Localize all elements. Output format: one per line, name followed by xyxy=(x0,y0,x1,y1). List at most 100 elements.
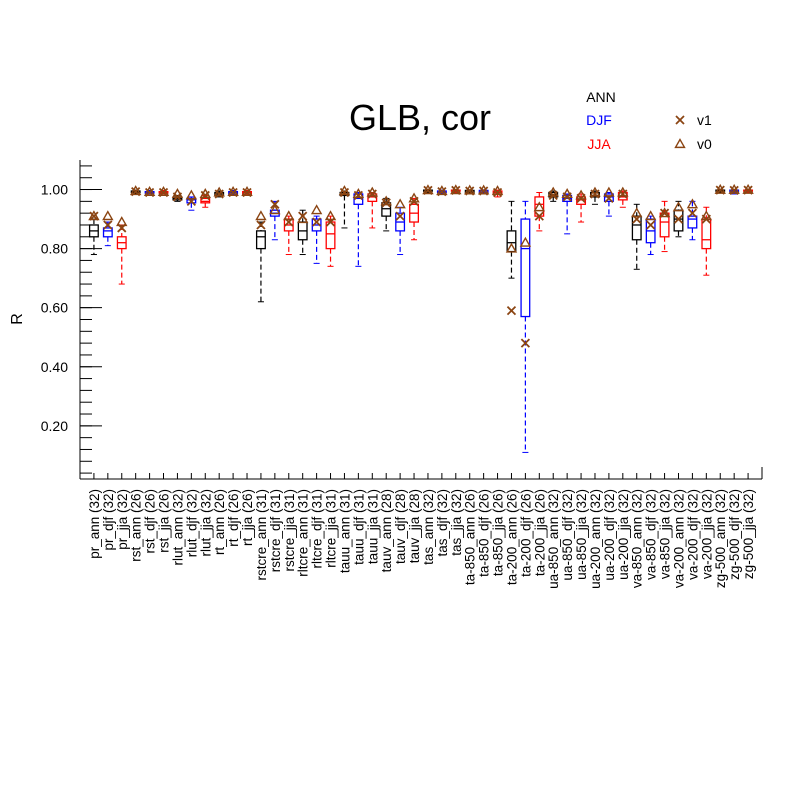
x-tick-label: ua-850_ann (32) xyxy=(546,489,561,589)
x-tick-label: ta-200_ann (26) xyxy=(504,489,519,585)
legend-v0-triangle xyxy=(674,138,686,149)
box-47 xyxy=(742,183,754,195)
box-v1-cross-marker-stroke-b xyxy=(590,189,600,199)
box-v1-cross-marker xyxy=(590,189,600,199)
box-v1-cross-marker-stroke-b xyxy=(534,211,544,221)
x-tick-label: va-850_ann (32) xyxy=(630,489,645,588)
box-v0-triangle-marker xyxy=(644,210,657,221)
box-v0-triangle-marker xyxy=(116,216,128,227)
x-tick-label: rt_ann (26) xyxy=(212,489,227,555)
box-v1-cross-marker-stroke-b xyxy=(478,186,489,196)
box-v1-cross-marker-stroke-b xyxy=(284,217,294,227)
x-tick-label: zg-500_ann (32) xyxy=(713,489,728,588)
x-tick-label: pr_ann (32) xyxy=(87,489,102,559)
box-4 xyxy=(143,185,156,198)
box-v1-cross-marker-stroke-b xyxy=(311,217,322,227)
box-v0-triangle-marker xyxy=(102,210,114,221)
box-9 xyxy=(213,186,225,199)
box-v1-cross-marker-stroke-b xyxy=(618,189,628,199)
box-2 xyxy=(116,216,128,285)
box-37 xyxy=(603,186,615,217)
box-19 xyxy=(352,188,365,267)
box-v1-cross-marker xyxy=(520,338,531,348)
box-v1-cross-marker xyxy=(492,187,503,198)
box-v1-cross-marker xyxy=(437,186,447,197)
box-v1-cross-marker xyxy=(409,196,419,206)
box-v1-cross-marker-stroke-b xyxy=(632,214,642,224)
x-tick-label: rt_jja (26) xyxy=(240,489,255,546)
x-tick-label: ta-200_djf (26) xyxy=(518,489,533,577)
box-v1-cross-marker-stroke-b xyxy=(520,338,531,348)
box-v0-triangle-marker xyxy=(450,184,462,195)
box-v1-cross-marker-stroke-b xyxy=(242,187,252,198)
x-tick-label: ta-850_jja (26) xyxy=(491,489,506,576)
box-10 xyxy=(227,185,239,198)
box-45 xyxy=(714,183,726,195)
box-v0-triangle-marker xyxy=(714,183,726,194)
box-33 xyxy=(547,186,559,202)
box-v0-triangle-marker xyxy=(394,198,406,209)
box-v1-cross-marker xyxy=(618,189,628,199)
box-v1-cross-marker-stroke-b xyxy=(117,223,127,233)
y-tick-label: 0.40 xyxy=(41,359,68,375)
x-tick-label: zg-500_jja (32) xyxy=(741,489,756,579)
box-v1-cross-marker xyxy=(548,190,558,201)
box-v1-cross-marker-stroke-b xyxy=(715,185,725,195)
box-v1-cross-marker xyxy=(103,220,113,230)
y-tick-label: 0.20 xyxy=(41,418,68,434)
box-iqr xyxy=(673,209,684,232)
x-tick-label: rltcre_jja (31) xyxy=(324,489,339,568)
box-v1-cross-marker xyxy=(701,214,711,224)
box-v1-cross-marker-stroke-b xyxy=(562,192,572,202)
legend-v1-label: v1 xyxy=(697,112,712,128)
x-tick-label: pr_djf (32) xyxy=(101,489,116,551)
y-tick-label: 0.80 xyxy=(41,241,68,257)
box-17 xyxy=(324,210,337,267)
box-v1-cross-marker-stroke-b xyxy=(409,196,419,206)
box-v1-cross-marker-stroke-b xyxy=(743,185,753,195)
x-tick-label: tauv_ann (28) xyxy=(379,489,394,572)
box-v0-triangle-marker xyxy=(255,210,267,221)
x-tick-label: tas_ann (32) xyxy=(421,489,436,565)
box-v1-cross-marker-stroke-b xyxy=(576,193,586,204)
box-v0-triangle-marker xyxy=(519,236,532,247)
box-v1-cross-marker-stroke-b xyxy=(659,208,670,218)
box-v1-cross-marker-stroke-b xyxy=(256,220,266,230)
box-35 xyxy=(575,189,587,223)
box-32 xyxy=(533,191,546,232)
box-v1-cross-marker-stroke-b xyxy=(423,185,433,196)
box-v1-cross-marker-stroke-b xyxy=(270,199,280,209)
x-tick-label: va-200_jja (32) xyxy=(699,489,714,579)
x-tick-label: rt_djf (26) xyxy=(226,489,241,547)
box-v1-cross-marker xyxy=(576,193,586,204)
box-20 xyxy=(366,186,378,229)
x-tick-label: rltcre_ann (31) xyxy=(296,489,311,577)
x-tick-label: ta-850_ann (26) xyxy=(463,489,478,585)
box-v1-cross-marker-stroke-b xyxy=(548,190,558,201)
box-v1-cross-marker-stroke-b xyxy=(646,220,656,230)
season-legend: ANN DJF JJA xyxy=(586,89,616,152)
box-v1-cross-marker-stroke-b xyxy=(353,190,364,201)
chart-title: GLB, cor xyxy=(349,97,491,138)
box-v1-cross-marker-stroke-b xyxy=(158,187,169,198)
box-44 xyxy=(700,206,713,276)
box-23 xyxy=(408,192,420,241)
box-v0-triangle-marker xyxy=(603,186,615,197)
legend-v0-triangle-icon xyxy=(674,138,686,149)
box-v0-triangle-marker xyxy=(505,242,518,253)
box-21 xyxy=(380,195,392,232)
box-v1-cross-marker xyxy=(172,192,183,202)
box-v1-cross-marker xyxy=(214,189,224,199)
box-v1-cross-marker-stroke-b xyxy=(131,186,141,197)
box-5 xyxy=(157,185,170,198)
box-v1-cross-marker xyxy=(200,190,210,201)
box-v1-cross-marker xyxy=(715,185,725,195)
x-tick-label: va-200_ann (32) xyxy=(671,489,686,588)
box-v1-cross-marker xyxy=(158,187,169,198)
box-v0-triangle-marker xyxy=(631,207,643,218)
x-axis: pr_ann (32)pr_djf (32)pr_jja (32)rst_ann… xyxy=(87,473,756,589)
x-tick-label: tas_jja (32) xyxy=(449,489,464,556)
box-v0-triangle-marker xyxy=(310,204,323,215)
box-25 xyxy=(436,185,448,197)
box-16 xyxy=(310,204,323,264)
